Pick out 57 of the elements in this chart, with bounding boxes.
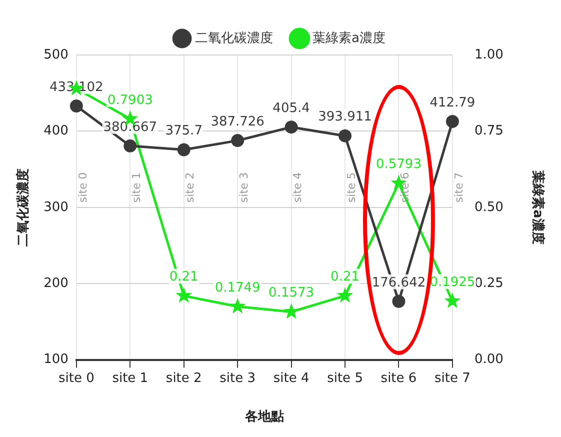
data-label: 0.1749 — [214, 280, 260, 296]
legend-label: 二氧化碳濃度 — [195, 30, 274, 46]
y-tick-label: 200 — [44, 276, 68, 291]
data-label: 375.7 — [165, 124, 202, 139]
data-label: 405.4 — [272, 100, 310, 116]
data-label: 0.1925 — [430, 275, 476, 290]
annotation: site 0 — [76, 172, 90, 203]
annotation: site 5 — [344, 172, 358, 203]
y2-tick-label: 0.75 — [474, 124, 504, 139]
x-tick-label: site 5 — [327, 370, 363, 386]
x-axis-title: 各地點 — [244, 410, 284, 425]
y-tick-label: 400 — [44, 124, 68, 139]
y-axis-title: 二氧化碳濃度 — [15, 168, 32, 246]
annotation: site 4 — [291, 172, 304, 203]
annotation: site 6 — [398, 172, 412, 203]
point — [231, 134, 244, 148]
data-label: 393.911 — [318, 110, 372, 125]
x-tick-label: site 1 — [112, 370, 148, 386]
y2-tick-label: 1.00 — [474, 47, 504, 62]
y2-tick-label: 0.25 — [474, 276, 504, 291]
y2-axis-title: 葉綠素a濃度 — [530, 170, 546, 244]
data-label: 0.21 — [330, 270, 360, 285]
x-tick-label: site 6 — [380, 370, 417, 386]
x-tick-label: site 3 — [220, 370, 256, 386]
annotation: site 3 — [237, 172, 250, 203]
legend-label: 葉綠素a濃度 — [312, 30, 386, 46]
x-tick-label: site 2 — [166, 370, 202, 386]
data-label: 0.1573 — [268, 286, 314, 301]
point — [177, 143, 190, 156]
data-label: 0.21 — [169, 270, 198, 285]
point — [336, 287, 354, 303]
data-label: 0.7903 — [107, 92, 153, 108]
data-label: 380.667 — [103, 120, 158, 135]
x-tick-label: site 4 — [273, 370, 310, 386]
data-label: 176.642 — [372, 275, 426, 290]
annotation: site 2 — [184, 172, 197, 203]
x-tick-label: site 0 — [58, 370, 94, 386]
x-tick-label: site 7 — [434, 370, 470, 386]
point — [446, 114, 459, 128]
point — [338, 129, 352, 142]
y-tick-label: 100 — [44, 352, 68, 368]
point — [124, 139, 137, 152]
point — [444, 292, 461, 308]
y2-tick-label: 0.50 — [474, 200, 504, 215]
y-tick-label: 300 — [44, 200, 68, 215]
point — [392, 294, 406, 308]
y2-tick-label: 0.00 — [474, 352, 504, 368]
y-tick-label: 500 — [44, 47, 68, 62]
point — [70, 99, 83, 112]
data-label: 0.5793 — [376, 157, 422, 172]
annotation: site 7 — [452, 172, 466, 203]
annotation: site 1 — [130, 172, 143, 203]
data-label: 387.726 — [210, 114, 264, 130]
point — [284, 120, 298, 134]
data-label: 412.79 — [430, 95, 476, 110]
point — [176, 287, 192, 303]
point — [229, 298, 246, 314]
